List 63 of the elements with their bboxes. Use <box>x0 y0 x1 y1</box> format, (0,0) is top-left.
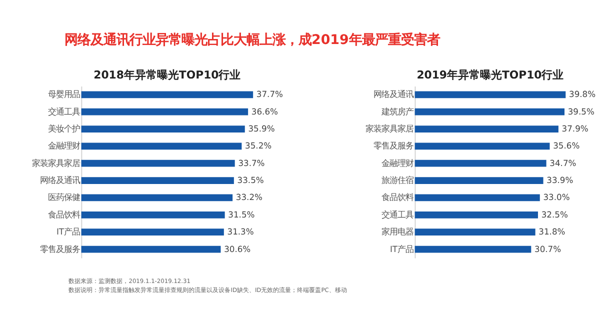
bar <box>81 142 242 150</box>
data-label: 30.7% <box>534 244 562 254</box>
bar <box>81 91 254 98</box>
bar <box>81 160 235 167</box>
bar <box>414 108 565 116</box>
bar <box>414 160 546 167</box>
data-label: 35.9% <box>248 124 275 134</box>
bar <box>414 142 550 150</box>
bar <box>414 228 536 236</box>
data-label: 35.6% <box>553 140 580 151</box>
data-label: 30.6% <box>224 244 251 254</box>
bar <box>81 108 248 116</box>
y-tick-label: 金融理财 <box>382 158 414 168</box>
y-tick-label: 食品饮料 <box>382 192 414 202</box>
data-label: 33.2% <box>236 192 263 202</box>
data-label: 33.0% <box>543 192 570 202</box>
y-tick-label: 零售及服务 <box>374 140 414 151</box>
bar <box>414 194 540 202</box>
data-label: 31.5% <box>228 209 255 220</box>
y-tick-label: 家装家具家居 <box>366 124 414 134</box>
bar <box>81 211 225 218</box>
data-label: 34.7% <box>550 158 576 168</box>
y-tick-label: 医药保健 <box>48 192 80 202</box>
bar <box>414 211 538 218</box>
data-label: 33.7% <box>238 158 265 168</box>
text: 网络及通讯行业异常曝光占比大幅上涨，成2019年最严重受害者 <box>64 32 440 48</box>
bar <box>81 194 233 202</box>
y-tick-label: 美妆个护 <box>48 124 80 134</box>
y-tick-label: 交通工具 <box>382 209 414 220</box>
data-label: 39.8% <box>568 89 596 100</box>
bar <box>414 91 566 98</box>
y-tick-label: 网络及通讯 <box>374 89 414 100</box>
y-tick-label: 食品饮料 <box>48 209 80 220</box>
bar <box>81 246 221 253</box>
data-label: 37.9% <box>562 124 588 134</box>
data-label: 39.5% <box>568 106 594 116</box>
data-label: 31.3% <box>227 226 254 237</box>
chart-title: 2019年异常曝光TOP10行业 <box>416 68 564 82</box>
bar <box>414 246 532 253</box>
data-label: 33.5% <box>237 175 264 186</box>
bar <box>81 177 234 184</box>
chart-title: 2018年异常曝光TOP10行业 <box>94 68 241 82</box>
y-tick-label: 家用电器 <box>382 226 414 237</box>
data-label: 37.7% <box>256 89 284 100</box>
data-label: 36.6% <box>251 106 278 116</box>
bar <box>81 126 245 132</box>
y-tick-label: IT产品 <box>56 226 80 237</box>
y-tick-label: 交通工具 <box>48 106 80 116</box>
data-label: 33.9% <box>546 175 574 186</box>
y-tick-label: 金融理财 <box>48 140 80 151</box>
bar <box>414 177 544 184</box>
data-label: 35.2% <box>245 140 272 151</box>
y-tick-label: 零售及服务 <box>40 244 80 254</box>
y-tick-label: IT产品 <box>390 244 414 254</box>
y-tick-label: 建筑房产 <box>380 106 414 116</box>
bar <box>414 126 558 132</box>
y-tick-label: 旅游住宿 <box>382 175 414 186</box>
data-label: 32.5% <box>541 209 568 220</box>
data-label: 31.8% <box>538 226 566 237</box>
y-tick-label: 母婴用品 <box>48 89 80 100</box>
y-tick-label: 网络及通讯 <box>40 175 80 186</box>
y-tick-label: 家装家具家居 <box>32 158 80 168</box>
bar <box>81 228 224 236</box>
